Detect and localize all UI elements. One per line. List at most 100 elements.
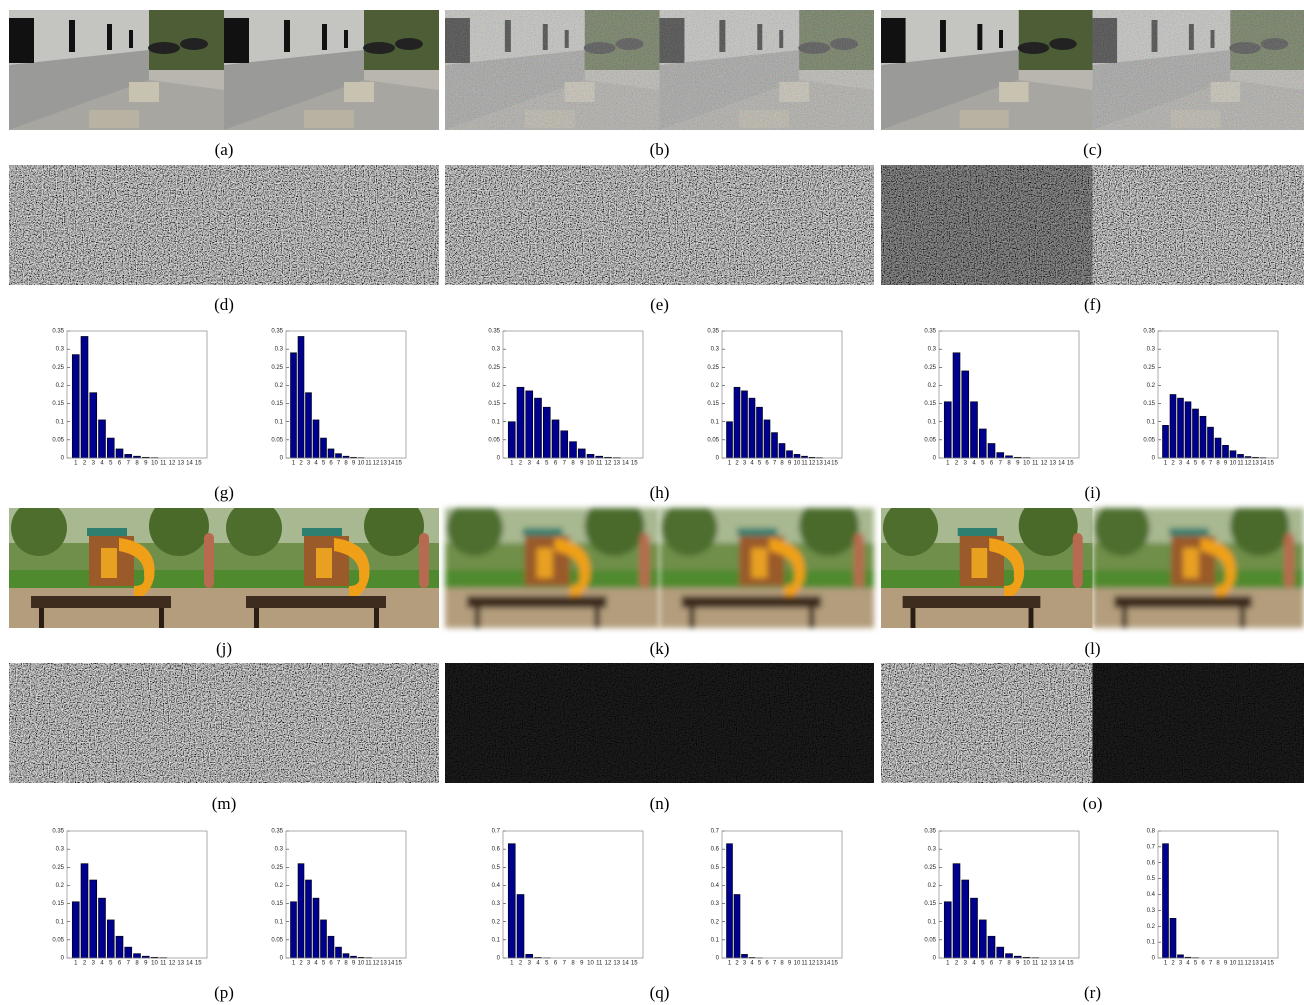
bar: [516, 386, 525, 459]
bar: [551, 419, 560, 459]
x-tick-label: 5: [322, 461, 326, 467]
x-tick-label: 12: [373, 961, 380, 967]
gradient-map: [881, 663, 1093, 783]
gradient-noise: [445, 165, 660, 285]
bar: [1199, 415, 1207, 459]
x-tick-label: 15: [1067, 461, 1074, 467]
plot-frame: [285, 330, 407, 459]
y-tick-label: 0.3: [56, 847, 65, 853]
bar: [726, 421, 733, 459]
bar: [978, 919, 987, 959]
x-tick-label: 4: [536, 961, 540, 967]
bar: [1237, 454, 1244, 459]
x-tick-label: 12: [809, 461, 816, 467]
y-tick-label: 0.3: [1147, 347, 1156, 353]
bar: [534, 397, 542, 459]
bar: [1005, 953, 1013, 959]
x-tick-label: 13: [380, 961, 387, 967]
gradient-map: [659, 663, 874, 783]
plot-frame: [66, 830, 208, 959]
x-tick-label: 8: [135, 961, 139, 967]
bar: [987, 935, 996, 959]
photo: [659, 10, 874, 130]
x-tick-label: 12: [169, 961, 176, 967]
bar: [1207, 426, 1214, 459]
x-tick-label: 5: [322, 961, 326, 967]
x-tick-label: 6: [554, 461, 558, 467]
x-tick-label: 7: [999, 461, 1003, 467]
y-tick-label: 0.5: [492, 865, 501, 871]
x-tick-label: 12: [809, 961, 816, 967]
y-tick-label: 0.15: [1143, 401, 1155, 407]
y-tick-label: 0.2: [56, 383, 65, 389]
x-tick-label: 14: [824, 961, 831, 967]
y-tick-label: 0: [61, 456, 65, 462]
plot-frame: [502, 330, 644, 459]
x-tick-label: 9: [1224, 461, 1228, 467]
gradient-noise: [1092, 165, 1304, 285]
bar: [577, 448, 586, 459]
y-tick-label: 0.05: [924, 437, 936, 443]
y-tick-label: 0.15: [924, 901, 936, 907]
x-tick-label: 7: [563, 461, 567, 467]
bar: [320, 437, 327, 459]
plot-frame: [721, 330, 843, 459]
x-tick-label: 11: [801, 961, 808, 967]
y-tick-label: 0: [716, 456, 720, 462]
bar: [1177, 954, 1184, 959]
photo: [224, 508, 439, 628]
gradient-map: [9, 165, 224, 285]
y-tick-label: 0: [280, 456, 284, 462]
x-tick-label: 3: [92, 961, 96, 967]
x-tick-label: 1: [728, 961, 732, 967]
x-tick-label: 10: [1023, 461, 1030, 467]
x-tick-label: 2: [955, 961, 959, 967]
bar: [106, 919, 115, 959]
x-tick-label: 4: [100, 961, 104, 967]
x-tick-label: 5: [758, 961, 762, 967]
x-tick-label: 2: [83, 461, 87, 467]
x-tick-label: 10: [358, 461, 365, 467]
x-tick-label: 10: [358, 961, 365, 967]
x-tick-label: 5: [981, 461, 985, 467]
bar: [569, 441, 577, 459]
x-tick-label: 9: [1016, 961, 1020, 967]
x-tick-label: 14: [1260, 961, 1267, 967]
gradient-noise: [9, 663, 224, 783]
x-tick-label: 8: [1216, 961, 1220, 967]
x-tick-label: 5: [1194, 961, 1198, 967]
x-tick-label: 6: [554, 961, 558, 967]
bar: [1162, 843, 1169, 959]
photo-noise: [1092, 10, 1304, 130]
photo: [224, 10, 439, 130]
y-tick-label: 0.1: [492, 419, 501, 425]
bar: [525, 390, 534, 459]
bar: [89, 392, 98, 459]
y-tick-label: 0.2: [492, 919, 501, 925]
y-tick-label: 0.5: [711, 865, 720, 871]
bar: [978, 428, 987, 459]
gradient-noise: [659, 165, 874, 285]
y-tick-label: 0.2: [711, 919, 720, 925]
y-tick-label: 0.3: [928, 347, 937, 353]
photo: [881, 508, 1093, 628]
x-tick-label: 8: [135, 461, 139, 467]
y-tick-label: 0.3: [275, 847, 284, 853]
x-tick-label: 12: [1041, 461, 1048, 467]
panel-caption: (m): [212, 794, 237, 813]
x-tick-label: 2: [1171, 461, 1175, 467]
x-tick-label: 9: [1224, 961, 1228, 967]
x-tick-label: 2: [299, 461, 303, 467]
x-tick-label: 1: [74, 961, 78, 967]
x-tick-label: 13: [613, 461, 620, 467]
bar: [89, 879, 98, 959]
y-tick-label: 0.1: [1147, 940, 1156, 946]
y-tick-label: 0.15: [707, 401, 719, 407]
x-tick-label: 2: [83, 961, 87, 967]
photo: [659, 508, 874, 628]
bar: [793, 454, 801, 459]
x-tick-label: 13: [380, 461, 387, 467]
bar: [987, 443, 996, 459]
x-tick-label: 4: [100, 461, 104, 467]
